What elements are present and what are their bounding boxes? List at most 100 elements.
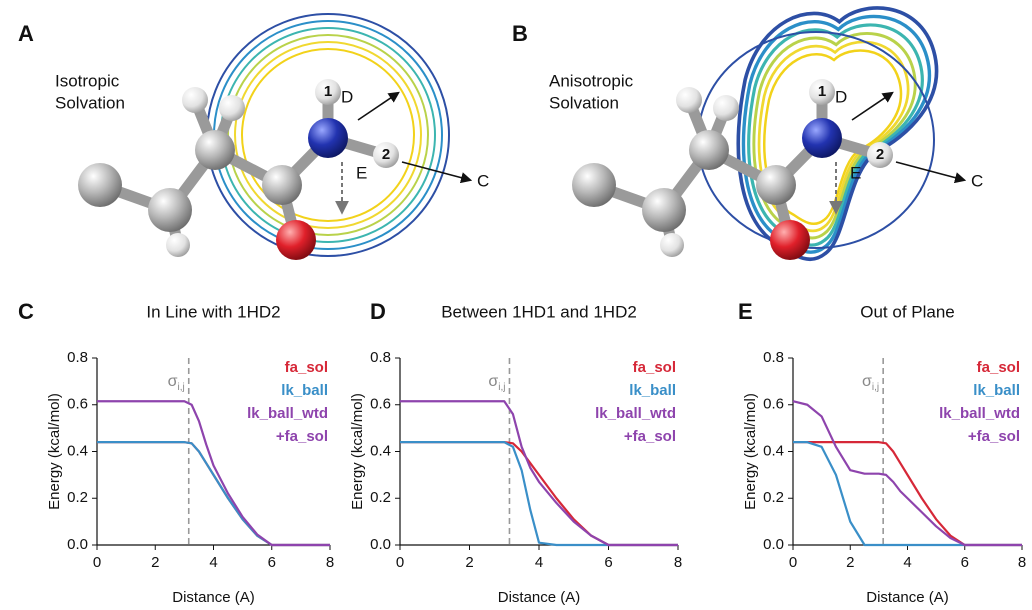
x-tick-label: 0 <box>93 554 101 571</box>
legend-entry: lk_ball_wtd +fa_sol <box>595 405 676 445</box>
y-tick-label: 0.4 <box>67 442 88 459</box>
line-chart: E Out of Plane Energy (kcal/mol) Distance (… <box>738 299 1026 606</box>
y-tick-label: 0.0 <box>370 536 391 553</box>
series-line <box>400 441 678 547</box>
chart-title: Out of Plane <box>860 302 955 321</box>
atom <box>676 87 702 113</box>
sigma-symbol: σ <box>862 373 872 390</box>
x-tick-label: 4 <box>209 554 217 571</box>
chart-title: In Line with 1HD2 <box>146 302 280 321</box>
series-line <box>400 441 678 547</box>
direction-label: C <box>971 171 983 190</box>
molecule-panel: A Isotropic Solvation 1 2 D C E <box>18 13 489 260</box>
direction-label: D <box>835 87 847 106</box>
direction-label: E <box>356 163 367 182</box>
y-axis-label: Energy (kcal/mol) <box>349 393 366 510</box>
series-line <box>97 441 330 547</box>
legend-entry: lk_ball_wtd +fa_sol <box>939 405 1020 445</box>
y-tick-label: 0.2 <box>370 489 391 506</box>
x-tick-label: 2 <box>151 554 159 571</box>
solvation-contour <box>747 23 924 247</box>
atom <box>308 118 348 158</box>
atom <box>809 79 835 105</box>
atom <box>276 220 316 260</box>
x-tick-label: 4 <box>903 554 911 571</box>
solvation-contour <box>763 49 903 226</box>
legend-entry: lk_ball_wtd +fa_sol <box>247 405 328 445</box>
y-tick-label: 0.0 <box>763 536 784 553</box>
molecule-panels: A Isotropic Solvation 1 2 D C E B Anisotropic Solv… <box>18 6 983 262</box>
x-tick-label: 2 <box>846 554 854 571</box>
solvation-contour <box>752 32 917 240</box>
chart-title: Between 1HD1 and 1HD2 <box>441 302 637 321</box>
panel-title: Anisotropic <box>549 71 634 90</box>
sigma-label: σi,j <box>862 373 879 392</box>
x-tick-label: 6 <box>604 554 612 571</box>
series-line <box>793 441 1022 547</box>
x-tick-label: 8 <box>326 554 334 571</box>
atom <box>756 165 796 205</box>
atom <box>219 95 245 121</box>
legend-entry: lk_ball <box>629 382 676 399</box>
atom <box>689 130 729 170</box>
atom-label: 2 <box>382 146 390 163</box>
y-axis-label: Energy (kcal/mol) <box>46 393 63 510</box>
y-tick-label: 0.4 <box>763 442 784 459</box>
series-line <box>792 400 1022 547</box>
solvation-contour <box>741 14 932 254</box>
solvation-contour <box>234 41 422 229</box>
series-line <box>400 400 678 547</box>
legend-entry: fa_sol <box>633 359 676 376</box>
legend-entry: lk_ball <box>973 382 1020 399</box>
direction-arrow <box>851 91 894 121</box>
x-tick-label: 4 <box>535 554 543 571</box>
sigma-symbol: σ <box>488 373 498 390</box>
direction-label: D <box>341 87 353 106</box>
y-tick-label: 0.0 <box>67 536 88 553</box>
x-axis-label: Distance (A) <box>172 589 255 606</box>
solvation-contour <box>757 40 910 233</box>
line-chart: D Between 1HD1 and 1HD2 Energy (kcal/mol) D… <box>349 299 682 606</box>
x-axis-label: Distance (A) <box>866 589 949 606</box>
solvation-contour <box>736 6 939 262</box>
panel-label: D <box>370 299 386 324</box>
direction-label: C <box>477 171 489 190</box>
sigma-label: σi,j <box>168 373 185 392</box>
x-tick-label: 8 <box>674 554 682 571</box>
x-tick-label: 0 <box>396 554 404 571</box>
atom <box>262 165 302 205</box>
sigma-symbol: σ <box>168 373 178 390</box>
panel-title: Solvation <box>55 93 125 112</box>
atom-label: 1 <box>324 83 332 100</box>
atom <box>572 163 616 207</box>
sigma-subscript: i,j <box>178 382 185 393</box>
series-line <box>793 441 1022 547</box>
molecule-panel: B Anisotropic Solvation 1 2 D C E <box>512 6 983 262</box>
atom <box>373 142 399 168</box>
direction-arrow <box>357 91 400 121</box>
legend-entry: fa_sol <box>977 359 1020 376</box>
y-tick-label: 0.2 <box>763 489 784 506</box>
direction-label: E <box>850 163 861 182</box>
direction-arrow <box>895 161 967 184</box>
panel-label: B <box>512 21 528 46</box>
atom <box>195 130 235 170</box>
atom <box>770 220 810 260</box>
line-chart: C In Line with 1HD2 Energy (kcal/mol) Dista… <box>18 299 334 606</box>
atom <box>148 188 192 232</box>
y-tick-label: 0.8 <box>763 349 784 366</box>
sigma-subscript: i,j <box>498 382 505 393</box>
atom <box>642 188 686 232</box>
y-tick-label: 0.6 <box>370 396 391 413</box>
atom <box>713 95 739 121</box>
panel-label: A <box>18 21 34 46</box>
y-tick-label: 0.6 <box>67 396 88 413</box>
series-line <box>97 400 330 547</box>
panel-label: E <box>738 299 753 324</box>
panel-title: Solvation <box>549 93 619 112</box>
x-tick-label: 8 <box>1018 554 1026 571</box>
atom <box>182 87 208 113</box>
series-line <box>97 441 330 547</box>
y-tick-label: 0.2 <box>67 489 88 506</box>
